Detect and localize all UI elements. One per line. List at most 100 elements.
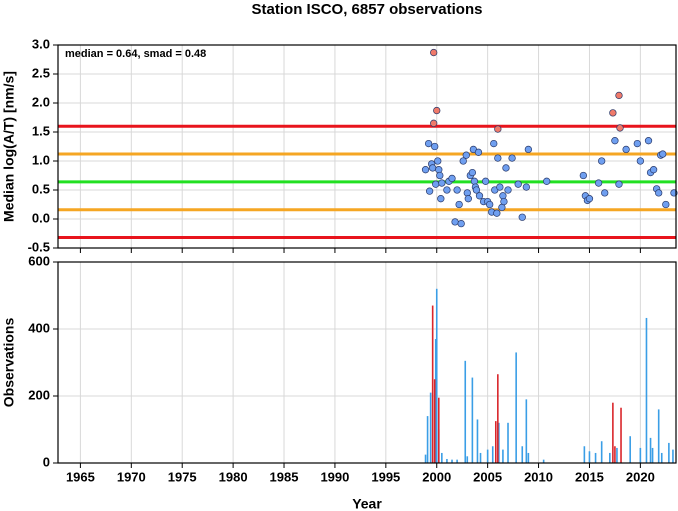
- data-point: [455, 200, 463, 209]
- data-point: [504, 186, 512, 194]
- bar: [527, 452, 530, 463]
- bar: [620, 407, 622, 463]
- data-point: [615, 180, 623, 188]
- data-point: [616, 124, 624, 132]
- data-point: [524, 145, 533, 154]
- y-tick-label: 0.0: [32, 210, 50, 225]
- y-tick-label: 1.5: [32, 123, 50, 138]
- data-point: [522, 183, 530, 191]
- data-point: [462, 151, 470, 159]
- y-tick-label: 3.0: [32, 36, 50, 51]
- bar: [614, 446, 616, 463]
- data-point: [490, 139, 498, 148]
- bar: [600, 441, 603, 463]
- bar: [446, 458, 448, 463]
- data-point: [585, 195, 594, 203]
- bar: [471, 377, 474, 463]
- bar: [431, 305, 434, 463]
- data-point: [636, 157, 645, 165]
- x-tick-label: 2000: [422, 469, 451, 484]
- bar: [424, 454, 427, 463]
- bar: [515, 352, 517, 463]
- bar: [525, 399, 528, 463]
- data-point: [481, 177, 490, 185]
- bar: [502, 449, 504, 463]
- data-point: [424, 139, 433, 148]
- data-point: [494, 154, 502, 162]
- data-point: [472, 186, 481, 194]
- data-point: [433, 106, 441, 115]
- data-point: [429, 164, 437, 172]
- data-point: [622, 145, 630, 154]
- y-tick-label: 2.5: [32, 65, 50, 80]
- data-point: [649, 166, 658, 174]
- data-point: [430, 119, 438, 127]
- data-point: [493, 209, 501, 217]
- data-point: [453, 186, 461, 194]
- bar: [668, 442, 670, 463]
- bar: [464, 360, 467, 463]
- bar: [542, 459, 545, 463]
- data-point: [609, 109, 617, 117]
- x-tick-label: 1990: [320, 469, 349, 484]
- bar: [437, 397, 440, 463]
- data-point: [644, 137, 653, 145]
- bar: [588, 451, 591, 463]
- y-tick-label: 400: [28, 320, 50, 335]
- y-tick-label: 2.0: [32, 94, 50, 109]
- bar: [645, 317, 648, 463]
- data-point: [518, 213, 526, 221]
- bar: [594, 452, 597, 463]
- data-point: [579, 171, 588, 180]
- bar: [451, 459, 453, 463]
- data-point: [448, 174, 456, 183]
- bar: [491, 446, 494, 463]
- y-tick-label: 0: [43, 454, 50, 469]
- y-tick-label: 200: [28, 387, 50, 402]
- plot-frame: [57, 44, 677, 249]
- data-point: [486, 200, 494, 209]
- chart-title: Station ISCO, 6857 observations: [252, 1, 483, 18]
- data-point: [662, 200, 670, 209]
- x-tick-label: 1965: [66, 469, 95, 484]
- data-point: [508, 154, 516, 162]
- y-axis-label: Median log(A/T) [nm/s]: [1, 71, 17, 222]
- bar: [612, 402, 614, 463]
- data-point: [500, 197, 508, 206]
- data-point: [496, 183, 504, 191]
- bar: [441, 452, 443, 463]
- annotation: median = 0.64, smad = 0.48: [65, 48, 206, 60]
- data-point: [514, 180, 522, 188]
- y-tick-label: -0.5: [28, 239, 50, 254]
- data-point: [464, 195, 472, 203]
- data-point: [601, 189, 609, 197]
- data-point: [432, 180, 440, 188]
- bar: [616, 447, 618, 463]
- data-point: [611, 137, 619, 145]
- bar: [486, 449, 489, 463]
- data-point: [443, 186, 451, 194]
- bar: [456, 459, 458, 463]
- data-point: [543, 177, 551, 185]
- bar: [476, 419, 479, 463]
- x-tick-label: 2010: [524, 469, 553, 484]
- data-point: [434, 157, 442, 165]
- x-tick-label: 1980: [219, 469, 248, 484]
- data-point: [468, 168, 477, 177]
- data-point: [633, 139, 641, 148]
- bar: [479, 452, 482, 463]
- x-tick-label: 2015: [575, 469, 604, 484]
- bar: [660, 452, 663, 463]
- x-tick-label: 2020: [626, 469, 655, 484]
- bar: [521, 446, 524, 463]
- data-point: [594, 179, 603, 187]
- y-tick-label: 0.5: [32, 181, 50, 196]
- bar: [435, 288, 438, 463]
- x-tick-label: 1975: [168, 469, 197, 484]
- bar: [629, 436, 631, 463]
- bar: [494, 421, 497, 463]
- bar: [649, 437, 652, 463]
- data-point: [459, 157, 467, 165]
